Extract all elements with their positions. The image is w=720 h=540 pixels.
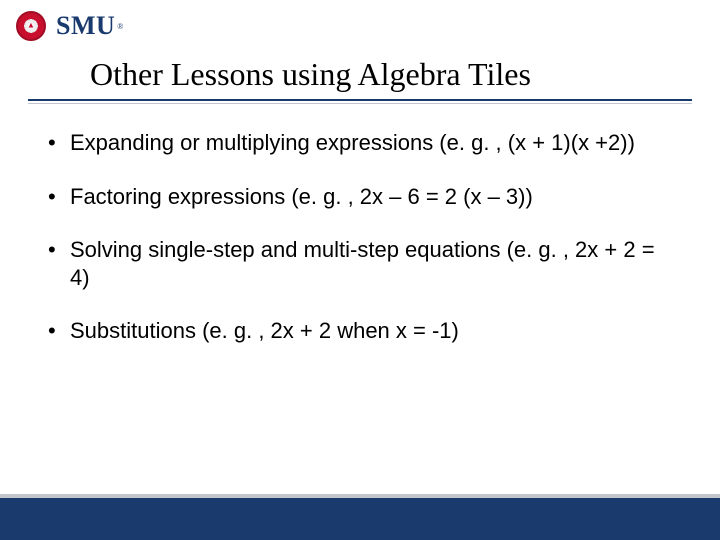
list-item: Expanding or multiplying expressions (e.… (48, 129, 672, 157)
content-area: Expanding or multiplying expressions (e.… (0, 101, 720, 345)
header: SMU ® (0, 0, 720, 48)
list-item: Factoring expressions (e. g. , 2x – 6 = … (48, 183, 672, 211)
title-underline (28, 99, 692, 101)
logo-registered-mark: ® (117, 22, 123, 31)
list-item: Solving single-step and multi-step equat… (48, 236, 672, 291)
logo-seal-icon (16, 11, 46, 41)
footer-bar (0, 498, 720, 540)
title-container: Other Lessons using Algebra Tiles (0, 48, 720, 95)
logo-text: SMU (56, 11, 115, 41)
page-title: Other Lessons using Algebra Tiles (90, 56, 680, 93)
bullet-list: Expanding or multiplying expressions (e.… (48, 129, 672, 345)
list-item: Substitutions (e. g. , 2x + 2 when x = -… (48, 317, 672, 345)
